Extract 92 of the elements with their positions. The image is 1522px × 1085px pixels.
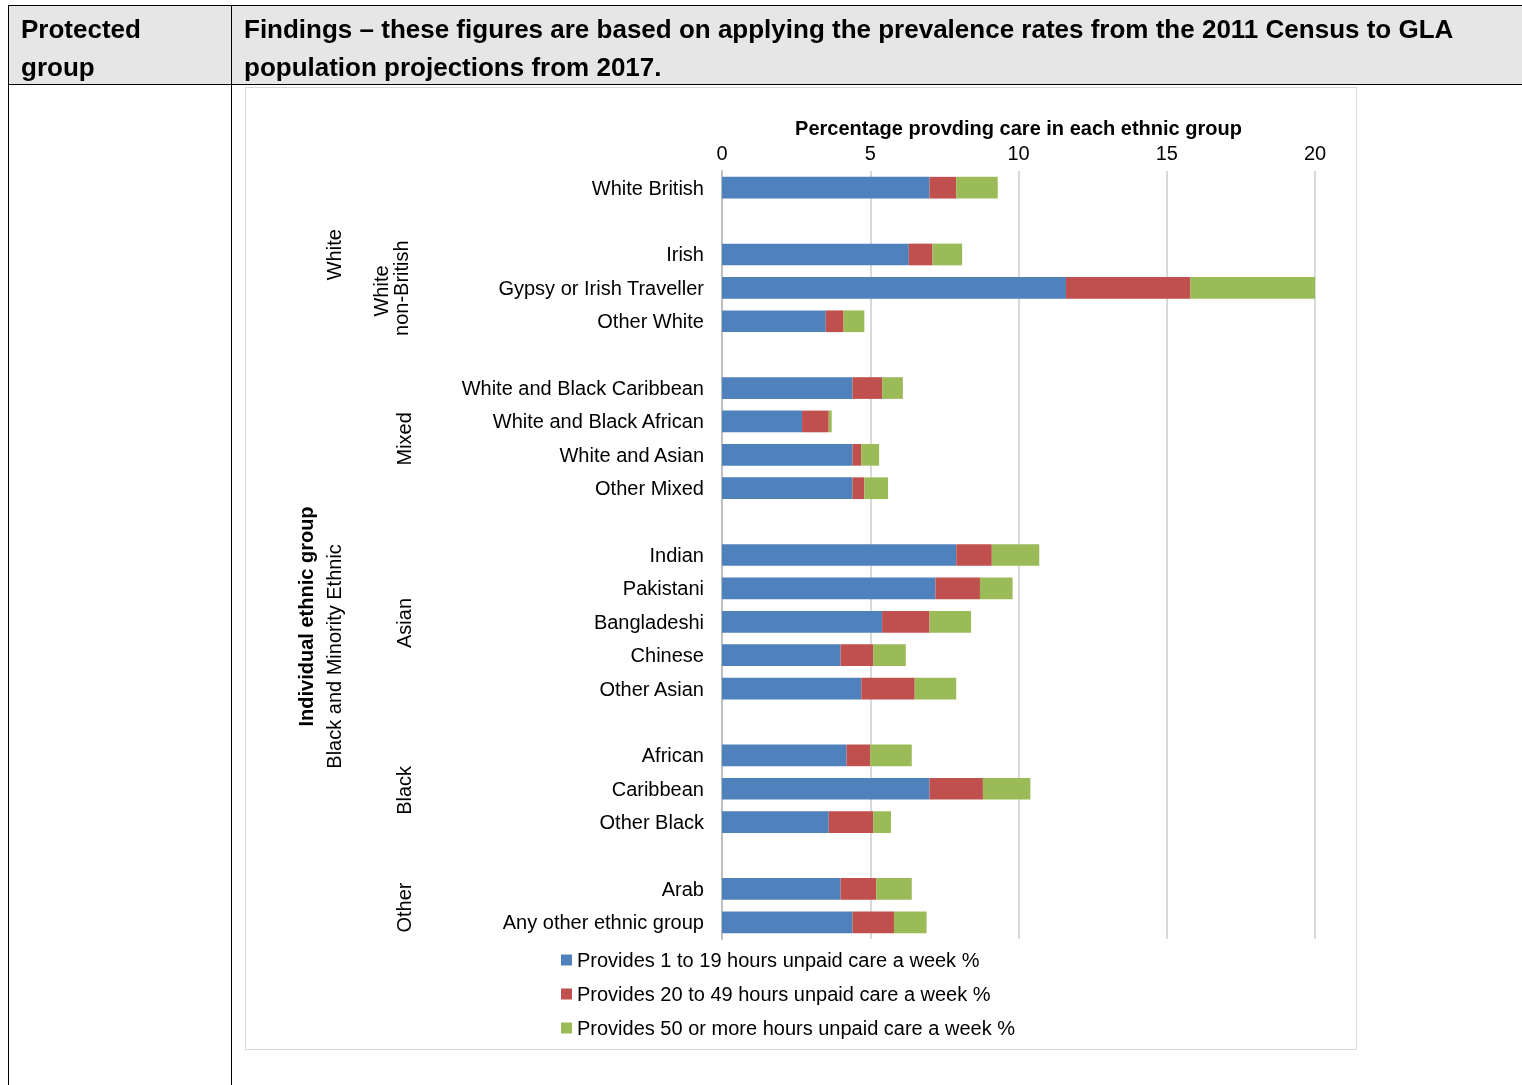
y-tick-label: Other Black [599, 811, 705, 834]
bar [932, 243, 963, 266]
bar [956, 544, 992, 566]
x-tick-label: 20 [1303, 142, 1327, 164]
y-tick-label: Pakistani [622, 577, 704, 600]
text: Individual ethnic group [295, 506, 317, 727]
text: Mixed [393, 412, 415, 466]
bar [840, 644, 874, 667]
bar [873, 811, 892, 833]
x-tick-label: 10 [1007, 142, 1030, 164]
bar [722, 610, 883, 633]
text: Asian [393, 597, 415, 648]
bar [882, 610, 930, 633]
legend-label: Provides 50 or more hours unpaid care a week % [577, 1017, 1016, 1039]
bar [722, 477, 853, 500]
y-tick-label: Caribbean [611, 777, 704, 800]
x-axis-title: Percentage provding care in each ethnic group [795, 117, 1242, 140]
bar [722, 310, 826, 333]
bar [828, 410, 832, 433]
x-tick-label: 0 [716, 142, 728, 164]
bar [979, 577, 1013, 600]
bar [1190, 277, 1315, 299]
bar [873, 644, 906, 667]
y-tick-label: Other Asian [599, 677, 704, 700]
bar [929, 777, 983, 800]
bar [893, 911, 927, 934]
text: Black and Minority Ethnic [323, 544, 345, 769]
y-tick-label: Any other ethnic group [502, 911, 704, 934]
bar [722, 243, 909, 266]
bar [722, 277, 1066, 299]
bar [802, 410, 829, 433]
y-tick-label: Other White [597, 310, 704, 333]
text: Protected group [8, 5, 232, 85]
legend-label: Provides 20 to 49 hours unpaid care a week % [577, 983, 991, 1005]
text: Other [393, 882, 415, 933]
text: non-British [390, 240, 412, 336]
bar [843, 310, 865, 333]
bar [908, 243, 933, 266]
text: Black [393, 764, 415, 815]
text: Findings – these figures are based on applying the prevalence rates from the 2011 Census to GLA population projections from 2017. [231, 5, 1522, 85]
bar [935, 577, 980, 600]
legend-label: Provides 1 to 19 hours unpaid care a week % [577, 949, 980, 971]
bar [722, 878, 841, 900]
bar [722, 744, 847, 767]
bar [722, 176, 930, 199]
bar [722, 377, 853, 399]
bar [722, 544, 957, 566]
bar [722, 443, 853, 466]
bar [1065, 277, 1191, 299]
bar [846, 744, 871, 767]
bar [852, 443, 862, 466]
y-tick-label: African [641, 744, 704, 767]
bar [870, 744, 912, 767]
bar [722, 410, 803, 433]
bar [722, 644, 841, 667]
bar [722, 811, 829, 833]
y-tick-label: Irish [666, 243, 704, 266]
y-tick-label: Gypsy or Irish Traveller [498, 276, 705, 299]
bar [929, 610, 972, 633]
bar [722, 777, 930, 800]
y-tick-label: Other Mixed [595, 477, 704, 500]
bar [914, 677, 957, 700]
y-tick-label: White and Black Caribbean [461, 377, 704, 400]
bar [929, 176, 957, 199]
bar [956, 176, 998, 199]
bar [991, 544, 1040, 566]
y-tick-label: White and Black African [492, 410, 704, 433]
y-tick-label: White British [591, 176, 704, 199]
bar [852, 477, 865, 500]
bar [840, 878, 877, 900]
bar [876, 878, 912, 900]
y-tick-label: Chinese [630, 644, 704, 667]
bar [882, 377, 903, 399]
bar [722, 577, 936, 600]
y-tick-label: Bangladeshi [593, 610, 704, 633]
bar [852, 377, 883, 399]
text: White [370, 259, 392, 317]
x-tick-label: 5 [864, 142, 876, 164]
bar [861, 677, 915, 700]
y-tick-label: Arab [661, 877, 704, 900]
x-tick-label: 15 [1155, 142, 1178, 164]
bar [864, 477, 889, 500]
bar [861, 443, 880, 466]
text: White [323, 229, 345, 281]
y-tick-label: White and Asian [559, 443, 704, 466]
bar [852, 911, 894, 934]
bar [825, 310, 844, 333]
bar [722, 677, 862, 700]
bar [982, 777, 1031, 800]
bar [722, 911, 853, 934]
bar [828, 811, 874, 833]
y-tick-label: Indian [649, 544, 704, 566]
